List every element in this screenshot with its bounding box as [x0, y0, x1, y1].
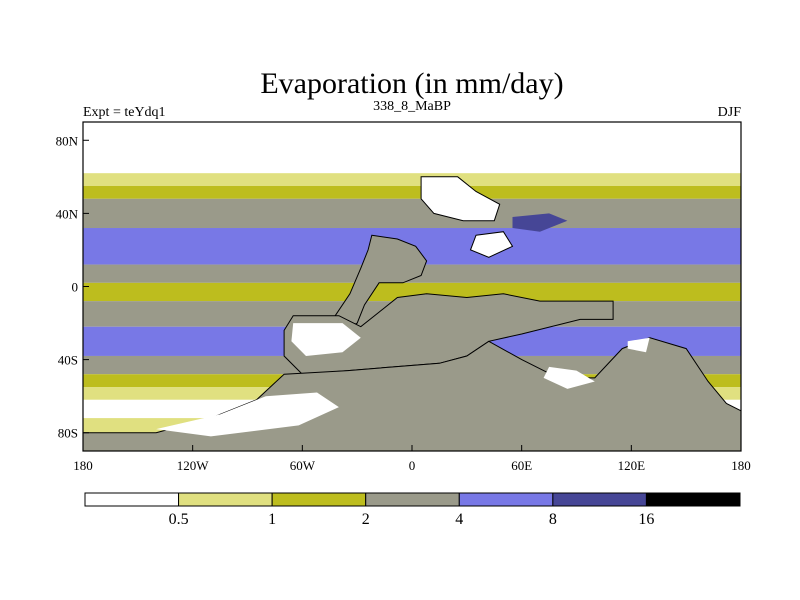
- x-tick-label-3: 0: [409, 458, 416, 473]
- region-east-island: [512, 213, 568, 232]
- colorbar-label-3: 4: [455, 511, 463, 528]
- colorbar-swatch-4: [458, 492, 554, 507]
- colorbar-label-0: 0.5: [169, 511, 189, 528]
- zonal-band-3: [83, 198, 741, 229]
- region-sw-desert: [291, 323, 361, 356]
- colorbar-swatch-1: [178, 492, 273, 507]
- colorbar-label-2: 2: [362, 511, 370, 528]
- colorbar-swatch-5: [552, 492, 647, 507]
- region-se-desert-1: [543, 366, 595, 389]
- y-tick-label-3: 40S: [58, 353, 78, 368]
- x-tick-label-1: 120W: [177, 458, 210, 473]
- x-axis: 180 120W 60W 0 60E 120E 180: [73, 445, 751, 473]
- x-tick-label-4: 60E: [511, 458, 532, 473]
- x-tick-label-5: 120E: [618, 458, 646, 473]
- y-axis: 80N 40N 0 40S 80S: [56, 133, 89, 441]
- colorbar-label-5: 16: [638, 511, 654, 528]
- region-se-desert-2: [627, 337, 650, 353]
- chart-title: Evaporation (in mm/day): [260, 67, 563, 100]
- colorbar-label-4: 8: [549, 511, 557, 528]
- colorbar-swatch-0: [84, 492, 180, 507]
- region-eastern-highland: [469, 231, 514, 258]
- season-label: DJF: [718, 105, 742, 120]
- y-tick-label-2: 0: [72, 280, 79, 295]
- x-tick-label-0: 180: [73, 458, 93, 473]
- zonal-band-6: [83, 282, 741, 302]
- x-tick-label-2: 60W: [290, 458, 316, 473]
- region-s-desert: [156, 392, 339, 437]
- zonal-band-1: [83, 173, 741, 186]
- zonal-band-0: [83, 122, 741, 174]
- y-tick-label-0: 80N: [56, 133, 79, 148]
- zonal-band-2: [83, 185, 741, 199]
- region-north-continent: [420, 176, 501, 222]
- colorbar-swatch-6: [645, 492, 741, 507]
- y-tick-label-4: 80S: [58, 426, 78, 441]
- time-label: 338_8_MaBP: [373, 99, 451, 114]
- map-layer: [83, 122, 741, 451]
- colorbar-swatch-3: [365, 492, 460, 507]
- colorbar: 0.5 1 2 4 8 16: [84, 492, 741, 528]
- colorbar-swatch-2: [271, 492, 367, 507]
- y-tick-label-1: 40N: [56, 206, 79, 221]
- experiment-label: Expt = teYdq1: [83, 105, 166, 120]
- region-central-land-north: [334, 234, 428, 332]
- x-tick-label-6: 180: [731, 458, 751, 473]
- colorbar-label-1: 1: [268, 511, 276, 528]
